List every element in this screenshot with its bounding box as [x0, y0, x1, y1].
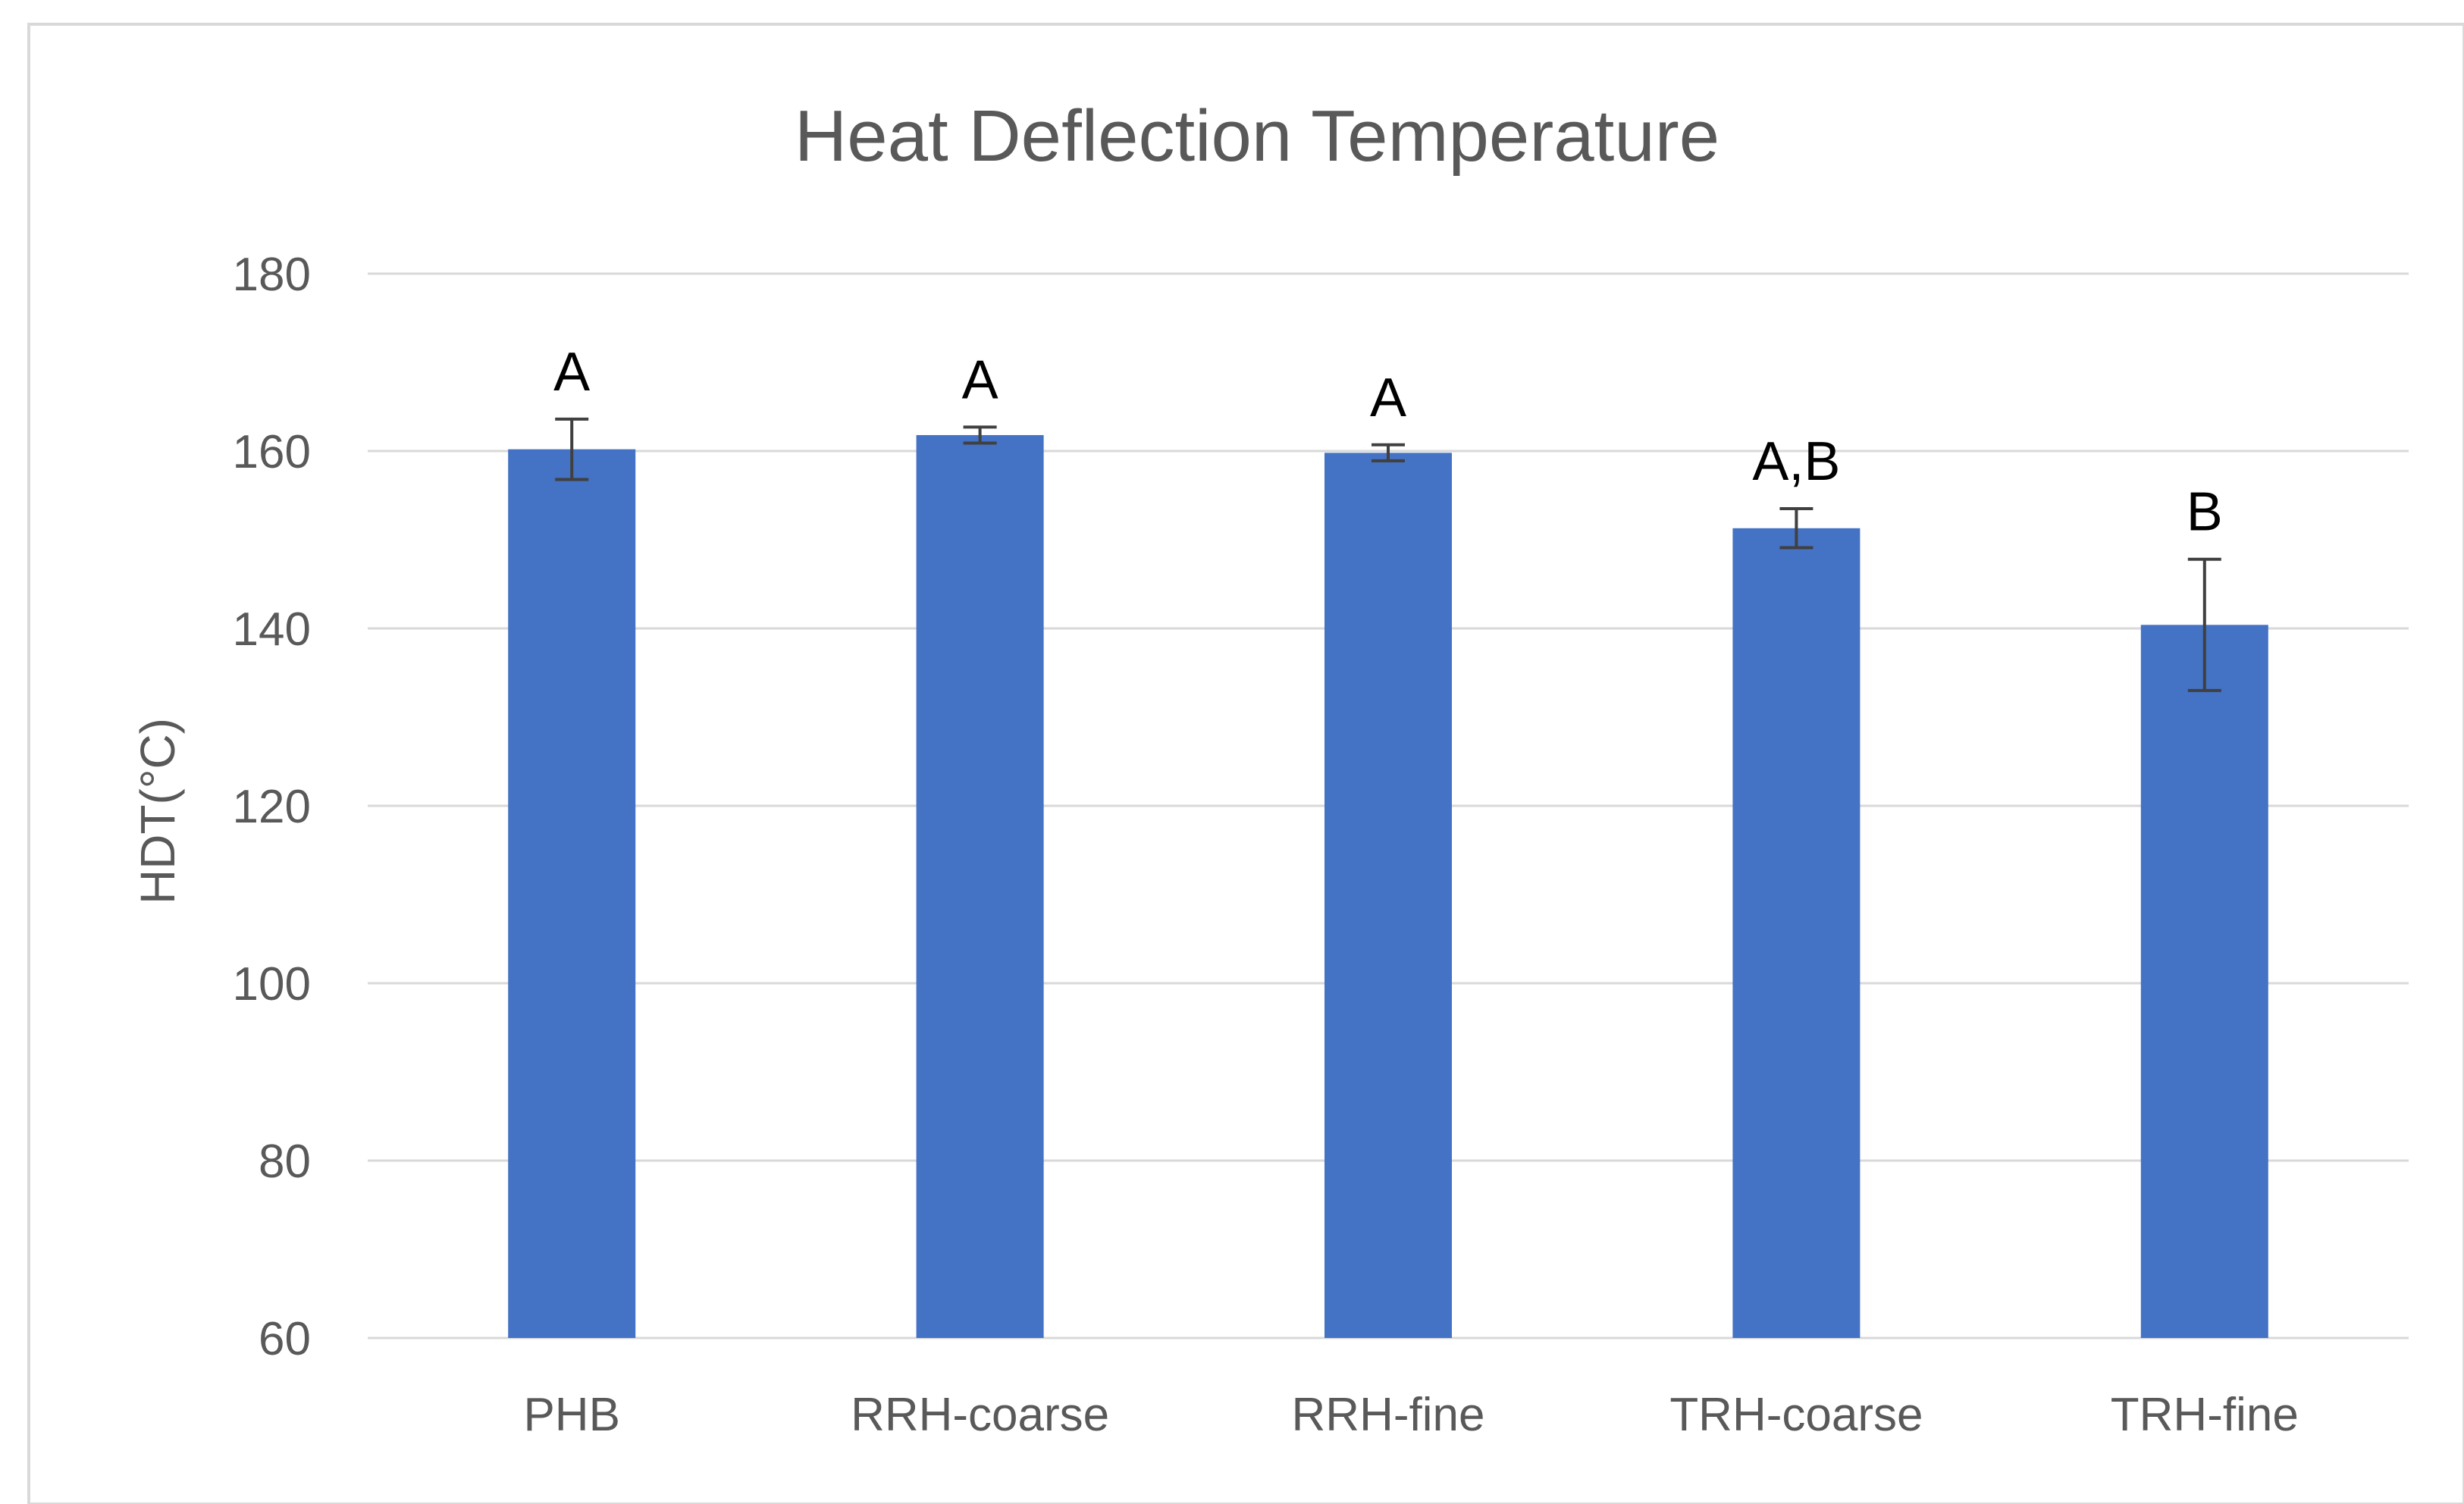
x-tick-label: PHB — [523, 1389, 619, 1441]
error-bar-TRH-coarse — [1779, 507, 1814, 550]
bar-TRH-coarse — [1732, 528, 1861, 1338]
significance-label-RRH-coarse: A — [962, 349, 998, 410]
error-bar-TRH-fine — [2187, 557, 2221, 692]
error-bar-PHB — [555, 417, 589, 481]
chart-title: Heat Deflection Temperature — [795, 96, 1719, 177]
x-tick-label: TRH-coarse — [1669, 1389, 1923, 1441]
y-tick-label: 180 — [233, 249, 311, 301]
significance-label-PHB: A — [553, 342, 590, 403]
chart-border — [27, 23, 2464, 1504]
bar-TRH-fine — [2140, 625, 2268, 1338]
y-tick-label: 60 — [259, 1313, 311, 1365]
y-tick-label: 160 — [233, 426, 311, 478]
error-bar-RRH-fine — [1372, 443, 1405, 462]
x-tick-label: TRH-fine — [2111, 1389, 2299, 1441]
significance-label-TRH-coarse: A,B — [1752, 431, 1840, 492]
bar-RRH-fine — [1324, 453, 1452, 1338]
y-tick-label: 140 — [233, 603, 311, 656]
y-tick-label: 120 — [233, 781, 311, 833]
significance-label-TRH-fine: B — [2187, 482, 2223, 543]
bar-RRH-coarse — [916, 434, 1044, 1339]
y-axis-label: HDT(°C) — [130, 718, 185, 904]
x-tick-label: RRH-fine — [1292, 1389, 1485, 1441]
x-tick-label: RRH-coarse — [851, 1389, 1109, 1441]
bar-PHB — [508, 449, 636, 1339]
y-tick-label: 80 — [259, 1136, 311, 1188]
error-bar-RRH-coarse — [963, 425, 997, 445]
y-tick-label: 100 — [233, 958, 311, 1010]
significance-label-RRH-fine: A — [1370, 368, 1406, 428]
